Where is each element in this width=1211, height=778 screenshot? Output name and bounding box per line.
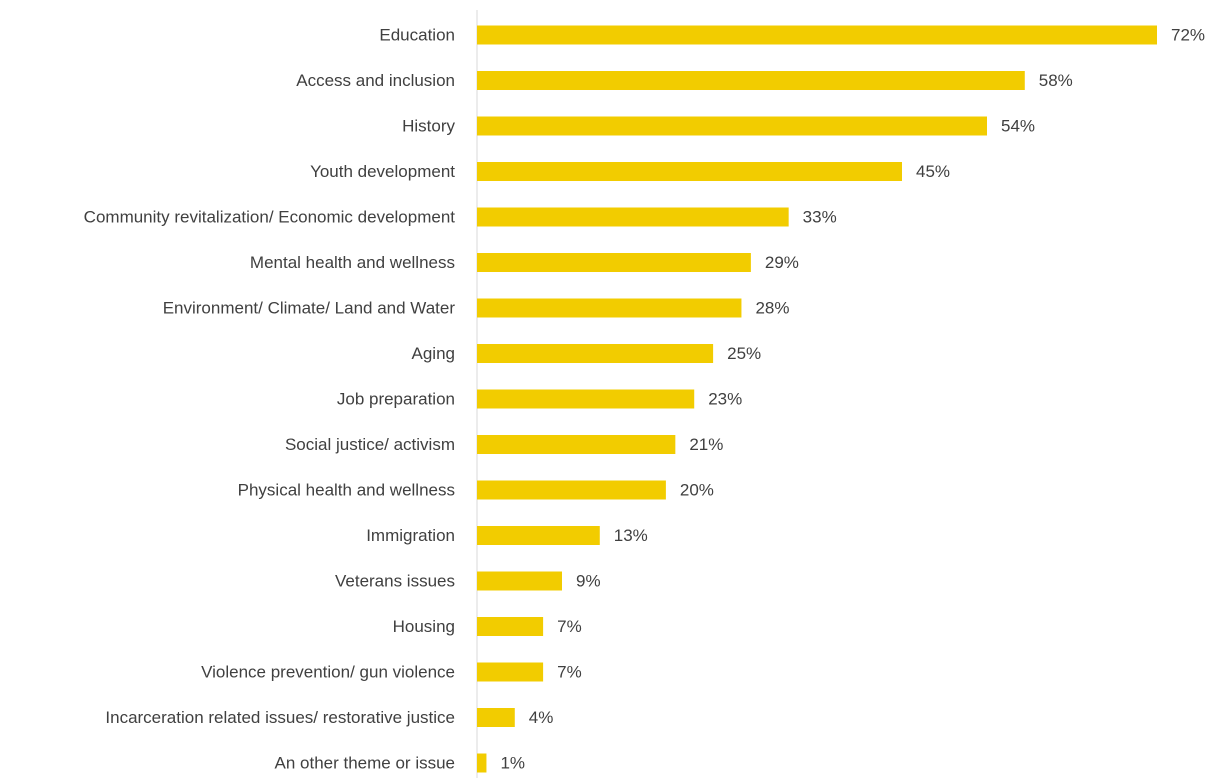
value-label: 7%: [557, 617, 582, 636]
bar: [477, 753, 487, 773]
value-label: 33%: [803, 207, 837, 226]
category-label: Social justice/ activism: [285, 435, 455, 454]
value-label: 54%: [1001, 116, 1035, 135]
value-label: 45%: [916, 162, 950, 181]
bar: [477, 389, 695, 409]
bar: [477, 116, 987, 136]
category-label: Immigration: [366, 526, 455, 545]
category-label: Veterans issues: [335, 571, 455, 590]
category-label: Mental health and wellness: [250, 253, 455, 272]
bar: [477, 253, 751, 272]
bar: [477, 207, 789, 227]
category-label: Education: [379, 25, 455, 44]
bar: [477, 162, 902, 181]
value-label: 7%: [557, 662, 582, 681]
bar: [477, 617, 544, 636]
bar: [477, 708, 515, 727]
category-label: Housing: [393, 617, 455, 636]
category-label: Violence prevention/ gun violence: [201, 662, 455, 681]
value-label: 1%: [500, 753, 525, 772]
category-label: Access and inclusion: [296, 71, 455, 90]
value-label: 13%: [614, 526, 648, 545]
category-label: Job preparation: [337, 389, 455, 408]
category-label: Youth development: [310, 162, 455, 181]
value-label: 25%: [727, 344, 761, 363]
value-label: 23%: [708, 389, 742, 408]
category-label: Physical health and wellness: [238, 480, 455, 499]
bar: [477, 344, 714, 363]
bar: [477, 526, 600, 545]
bar: [477, 480, 666, 500]
bar: [477, 25, 1157, 45]
value-label: 20%: [680, 480, 714, 499]
category-label: Incarceration related issues/ restorativ…: [105, 708, 455, 727]
bar: [477, 71, 1025, 90]
category-label: History: [402, 116, 455, 135]
value-label: 21%: [689, 435, 723, 454]
value-label: 29%: [765, 253, 799, 272]
value-label: 28%: [755, 298, 789, 317]
value-label: 58%: [1039, 71, 1073, 90]
category-label: Aging: [412, 344, 455, 363]
bar: [477, 435, 676, 454]
value-label: 72%: [1171, 25, 1205, 44]
category-label: Environment/ Climate/ Land and Water: [163, 298, 456, 317]
value-label: 9%: [576, 571, 601, 590]
bar: [477, 298, 742, 318]
bar: [477, 571, 562, 591]
category-label: An other theme or issue: [275, 753, 455, 772]
value-label: 4%: [529, 708, 554, 727]
bar: [477, 662, 544, 682]
category-label: Community revitalization/ Economic devel…: [84, 207, 456, 226]
